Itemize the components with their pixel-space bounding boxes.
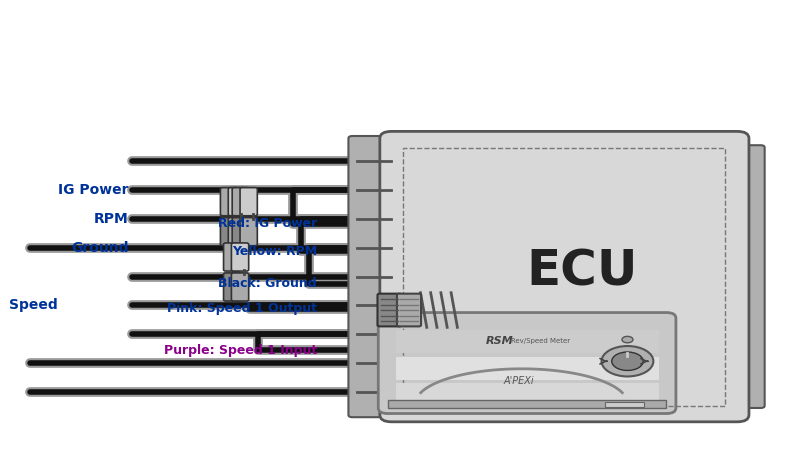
Circle shape <box>602 346 654 377</box>
FancyBboxPatch shape <box>378 294 402 326</box>
FancyBboxPatch shape <box>223 273 241 301</box>
Text: Red: IG Power: Red: IG Power <box>218 217 317 230</box>
Bar <box>388 400 666 408</box>
FancyBboxPatch shape <box>228 218 246 246</box>
Text: RSM: RSM <box>486 336 513 346</box>
FancyBboxPatch shape <box>349 136 399 417</box>
Text: Pink: Speed 1 Output: Pink: Speed 1 Output <box>167 302 317 315</box>
Text: Black: Ground: Black: Ground <box>218 277 317 290</box>
FancyBboxPatch shape <box>232 188 250 216</box>
Bar <box>395 330 658 353</box>
FancyBboxPatch shape <box>397 294 421 326</box>
FancyBboxPatch shape <box>240 188 258 216</box>
Text: RPM: RPM <box>94 212 129 226</box>
FancyBboxPatch shape <box>232 218 250 246</box>
Bar <box>605 402 644 407</box>
FancyBboxPatch shape <box>231 243 249 271</box>
FancyBboxPatch shape <box>378 313 676 414</box>
Text: IG Power: IG Power <box>58 183 129 197</box>
Text: Speed: Speed <box>9 298 58 313</box>
Circle shape <box>612 352 643 371</box>
Text: Purple: Speed 1 Input: Purple: Speed 1 Input <box>164 344 317 357</box>
FancyBboxPatch shape <box>221 188 238 216</box>
FancyBboxPatch shape <box>221 218 238 246</box>
Text: Ground: Ground <box>71 241 129 255</box>
FancyBboxPatch shape <box>240 218 258 246</box>
Text: A'PEXi: A'PEXi <box>503 376 534 386</box>
Bar <box>395 357 658 380</box>
Text: Yellow: RPM: Yellow: RPM <box>232 245 317 258</box>
FancyBboxPatch shape <box>231 273 249 301</box>
FancyBboxPatch shape <box>380 131 749 422</box>
FancyBboxPatch shape <box>734 145 765 408</box>
Circle shape <box>622 337 633 343</box>
Text: ECU: ECU <box>526 247 638 295</box>
FancyBboxPatch shape <box>228 188 246 216</box>
Text: Rev/Speed Meter: Rev/Speed Meter <box>511 337 570 343</box>
FancyBboxPatch shape <box>223 243 241 271</box>
Bar <box>403 148 726 406</box>
Bar <box>395 383 658 406</box>
